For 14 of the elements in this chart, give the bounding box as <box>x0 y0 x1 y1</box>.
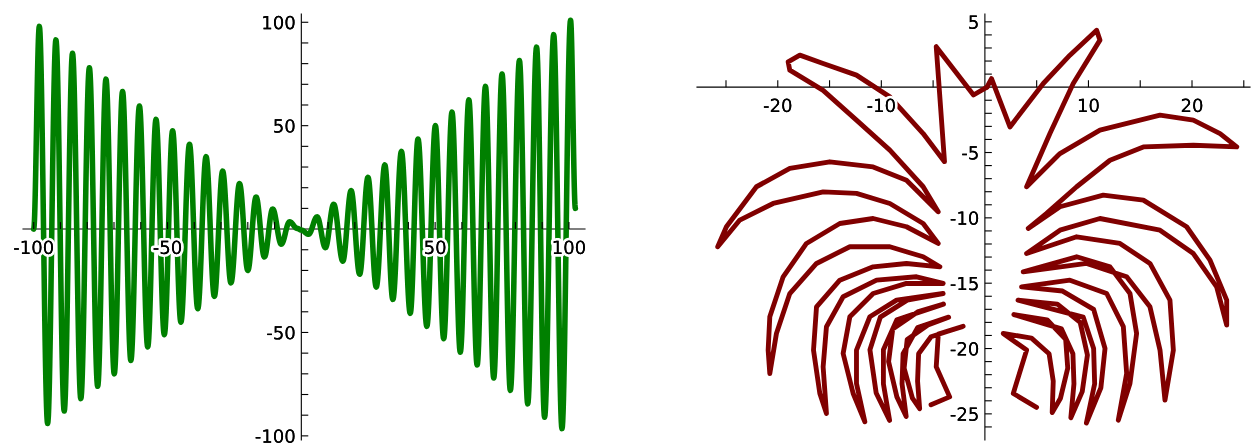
y-tick-label: -15 <box>950 276 978 291</box>
x-tick-label: -20 <box>763 98 792 113</box>
y-tick-label: -25 <box>950 407 978 421</box>
y-tick-label: -50 <box>267 325 295 340</box>
y-tick-label: -100 <box>255 429 295 443</box>
y-tick-label: -20 <box>950 341 979 356</box>
y-tick-label: -10 <box>950 211 979 225</box>
y-tick-label: 50 <box>274 119 295 133</box>
y-tick-label: 100 <box>263 15 295 30</box>
y-tick-label: -5 <box>962 146 978 160</box>
x-tick-label: 20 <box>1181 98 1203 113</box>
x-tick-label: 10 <box>1078 98 1099 113</box>
y-tick-label: 5 <box>969 15 978 29</box>
x-tick-label: -10 <box>867 98 895 113</box>
